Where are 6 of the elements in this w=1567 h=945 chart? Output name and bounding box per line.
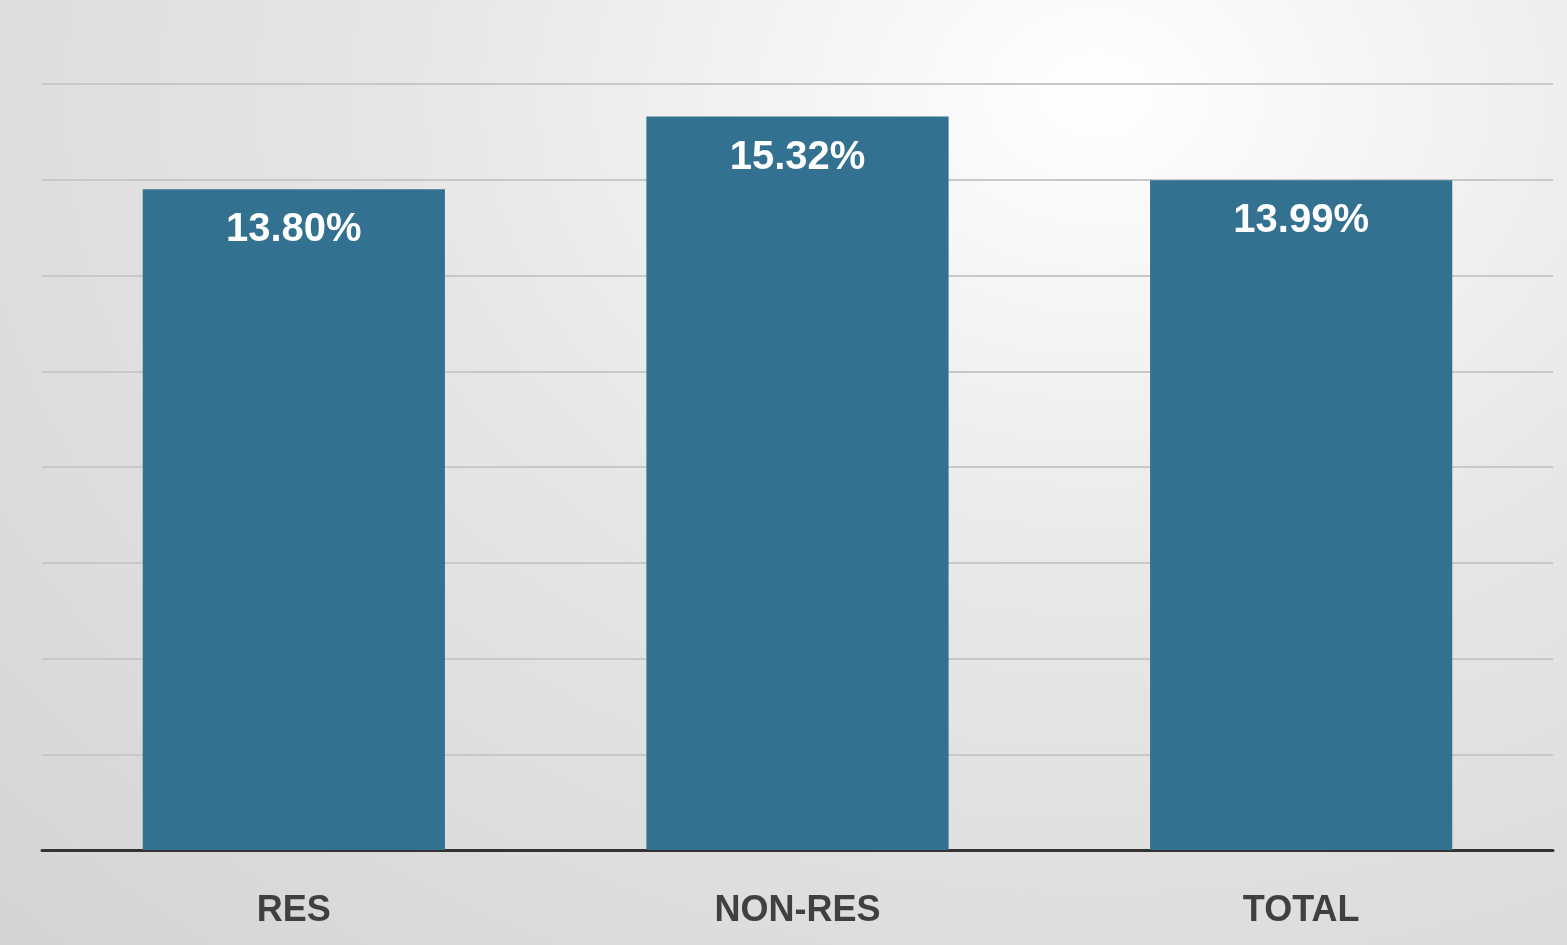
x-tick-label: NON-RES — [714, 887, 881, 929]
x-tick-label: TOTAL — [1242, 887, 1360, 929]
data-label: 13.80% — [226, 205, 362, 250]
data-label: 15.32% — [729, 132, 866, 177]
data-label: 13.99% — [1233, 196, 1369, 241]
x-tick-label: RES — [256, 887, 331, 929]
